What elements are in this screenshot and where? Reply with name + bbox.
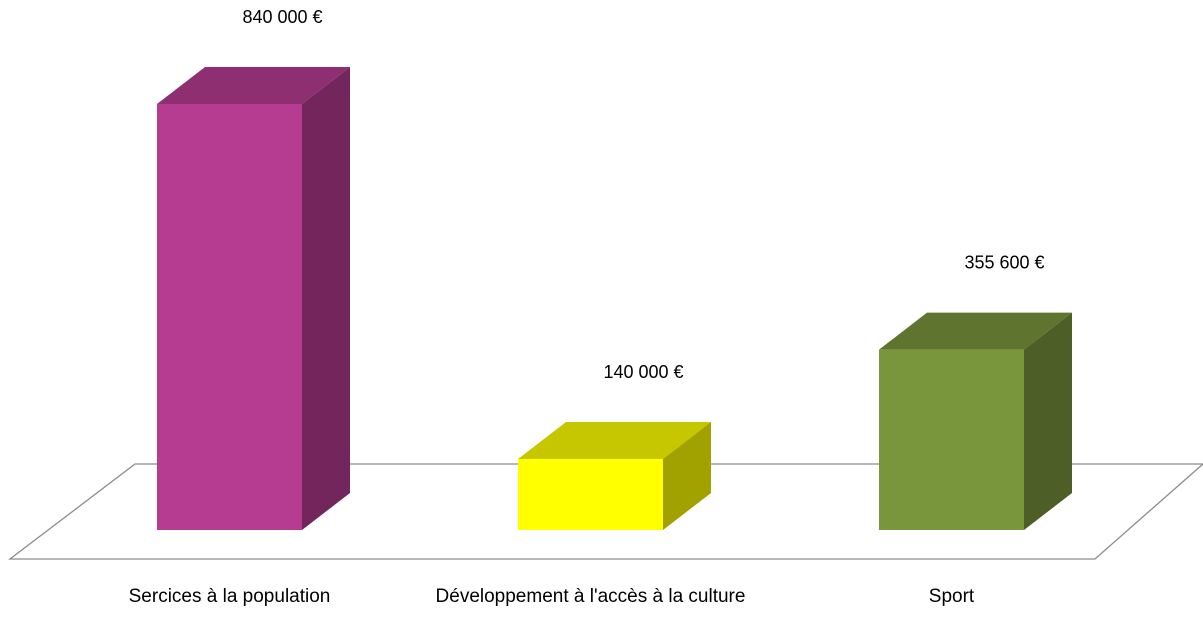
value-label: 840 000 € <box>242 7 322 27</box>
bar-front <box>518 459 663 530</box>
bar <box>879 312 1072 530</box>
bar-top <box>879 312 1072 350</box>
bar-top <box>157 67 350 104</box>
bar-front <box>157 104 302 530</box>
x-tick-label: Sport <box>928 586 975 607</box>
x-tick-label: Sercices à la population <box>128 586 331 607</box>
bar <box>518 422 711 530</box>
bar-side <box>663 422 711 530</box>
value-label: 355 600 € <box>964 253 1044 273</box>
bar-front <box>879 349 1024 530</box>
value-label: 140 000 € <box>603 362 683 382</box>
bar <box>157 67 350 530</box>
bar-side <box>302 67 350 530</box>
bar-top <box>518 422 711 459</box>
x-tick-label: Développement à l'accès à la culture <box>435 586 746 607</box>
bar-side <box>1024 312 1072 530</box>
